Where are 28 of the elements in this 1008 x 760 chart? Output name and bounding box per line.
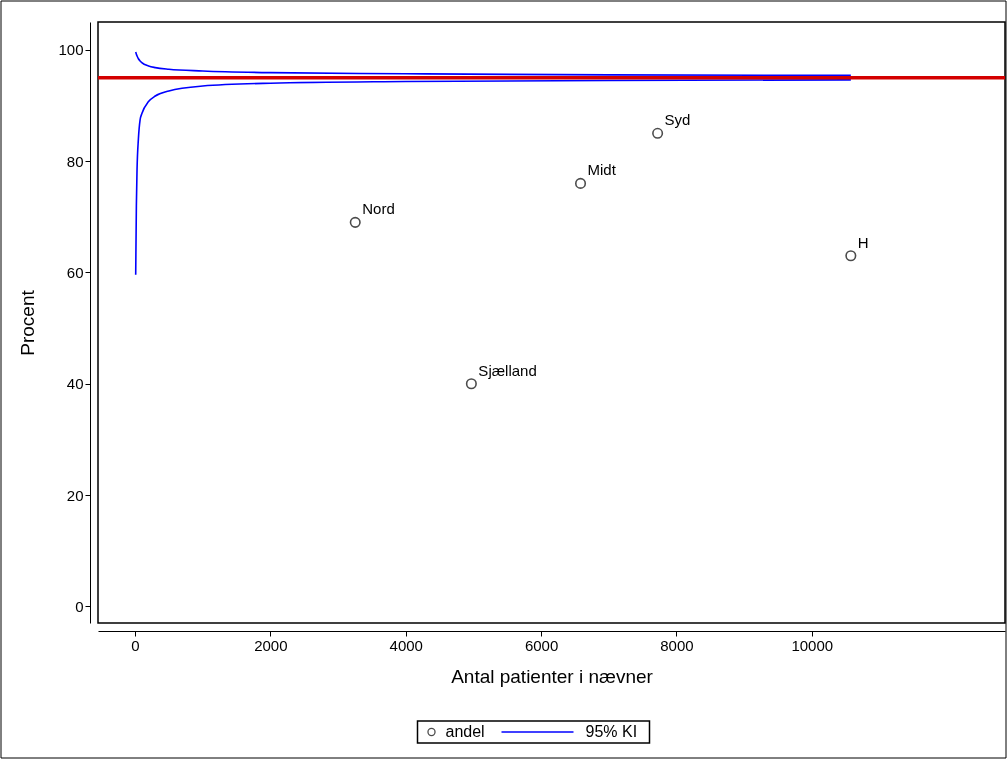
annotation: Midt <box>587 161 617 179</box>
point <box>652 127 664 139</box>
y-tick-label: 40 <box>66 375 84 393</box>
y-tick-label: 60 <box>66 263 84 281</box>
x-axis-title: Antal patienter i nævner <box>451 665 654 687</box>
x-tick-label: 2000 <box>254 636 288 654</box>
x-tick-label: 6000 <box>524 636 559 654</box>
y-axis-title: Procent <box>17 289 39 356</box>
point <box>574 177 587 189</box>
x-tick-label: 10000 <box>791 636 834 654</box>
legend-label: 95% KI <box>585 723 638 740</box>
annotation: H <box>857 233 869 251</box>
annotation: Nord <box>362 200 395 218</box>
x-tick-label: 0 <box>131 636 140 654</box>
y-tick-label: 0 <box>75 597 84 615</box>
legend-label: andel <box>445 723 485 740</box>
x-tick-label: 4000 <box>389 636 423 654</box>
line-series <box>134 79 852 276</box>
y-tick-label: 100 <box>58 41 84 59</box>
x-tick-label: 8000 <box>660 636 694 654</box>
line-series <box>134 51 852 77</box>
annotation: Sjælland <box>478 361 537 379</box>
annotation: Syd <box>664 111 691 129</box>
point <box>349 216 361 228</box>
y-tick-label: 80 <box>66 152 84 170</box>
y-tick-label: 20 <box>66 486 84 504</box>
point <box>845 250 857 262</box>
point <box>465 378 477 390</box>
